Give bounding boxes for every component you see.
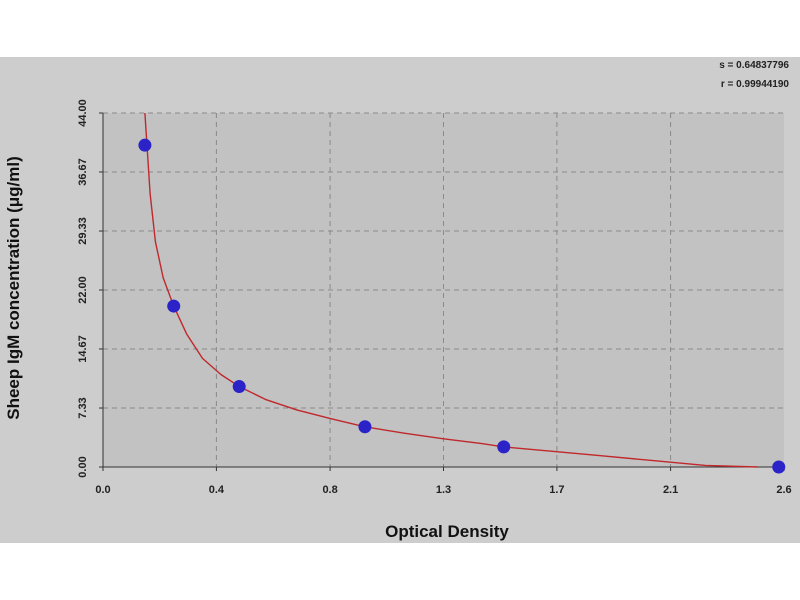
x-tick-label: 2.1 bbox=[663, 484, 678, 496]
data-point bbox=[138, 138, 152, 152]
y-tick-label: 0.00 bbox=[77, 456, 89, 477]
y-axis-title: Sheep IgM concentration (μg/ml) bbox=[4, 156, 23, 420]
y-tick-label: 36.67 bbox=[77, 158, 89, 186]
x-tick-labels: 0.0 0.4 0.8 1.3 1.7 2.1 2.6 bbox=[95, 484, 791, 496]
stat-s-value: s = 0.64837796 bbox=[719, 60, 789, 71]
x-tick-label: 1.3 bbox=[436, 484, 451, 496]
y-tick-label: 22.00 bbox=[77, 276, 89, 304]
data-point bbox=[358, 420, 372, 434]
stat-r-value: r = 0.99944190 bbox=[721, 79, 790, 90]
data-points bbox=[138, 138, 786, 474]
x-tick-label: 2.6 bbox=[776, 484, 791, 496]
grid-lines bbox=[103, 112, 784, 467]
y-tick-label: 14.67 bbox=[77, 335, 89, 363]
y-tick-label: 44.00 bbox=[77, 99, 89, 127]
x-tick-label: 0.4 bbox=[209, 484, 225, 496]
x-tick-label: 0.0 bbox=[95, 484, 110, 496]
x-tick-label: 1.7 bbox=[549, 484, 564, 496]
fit-curve-layer bbox=[144, 112, 758, 468]
x-axis-title: Optical Density bbox=[385, 522, 509, 541]
data-point bbox=[232, 380, 246, 394]
y-tick-label: 7.33 bbox=[77, 397, 89, 418]
x-tick-label: 0.8 bbox=[322, 484, 337, 496]
axes bbox=[99, 112, 785, 471]
y-tick-label: 29.33 bbox=[77, 217, 89, 245]
y-tick-labels: 0.00 7.33 14.67 22.00 29.33 36.67 44.00 bbox=[77, 99, 89, 477]
fit-curve bbox=[144, 112, 758, 468]
data-point bbox=[167, 299, 181, 313]
data-point bbox=[497, 440, 511, 454]
data-point bbox=[772, 460, 786, 474]
